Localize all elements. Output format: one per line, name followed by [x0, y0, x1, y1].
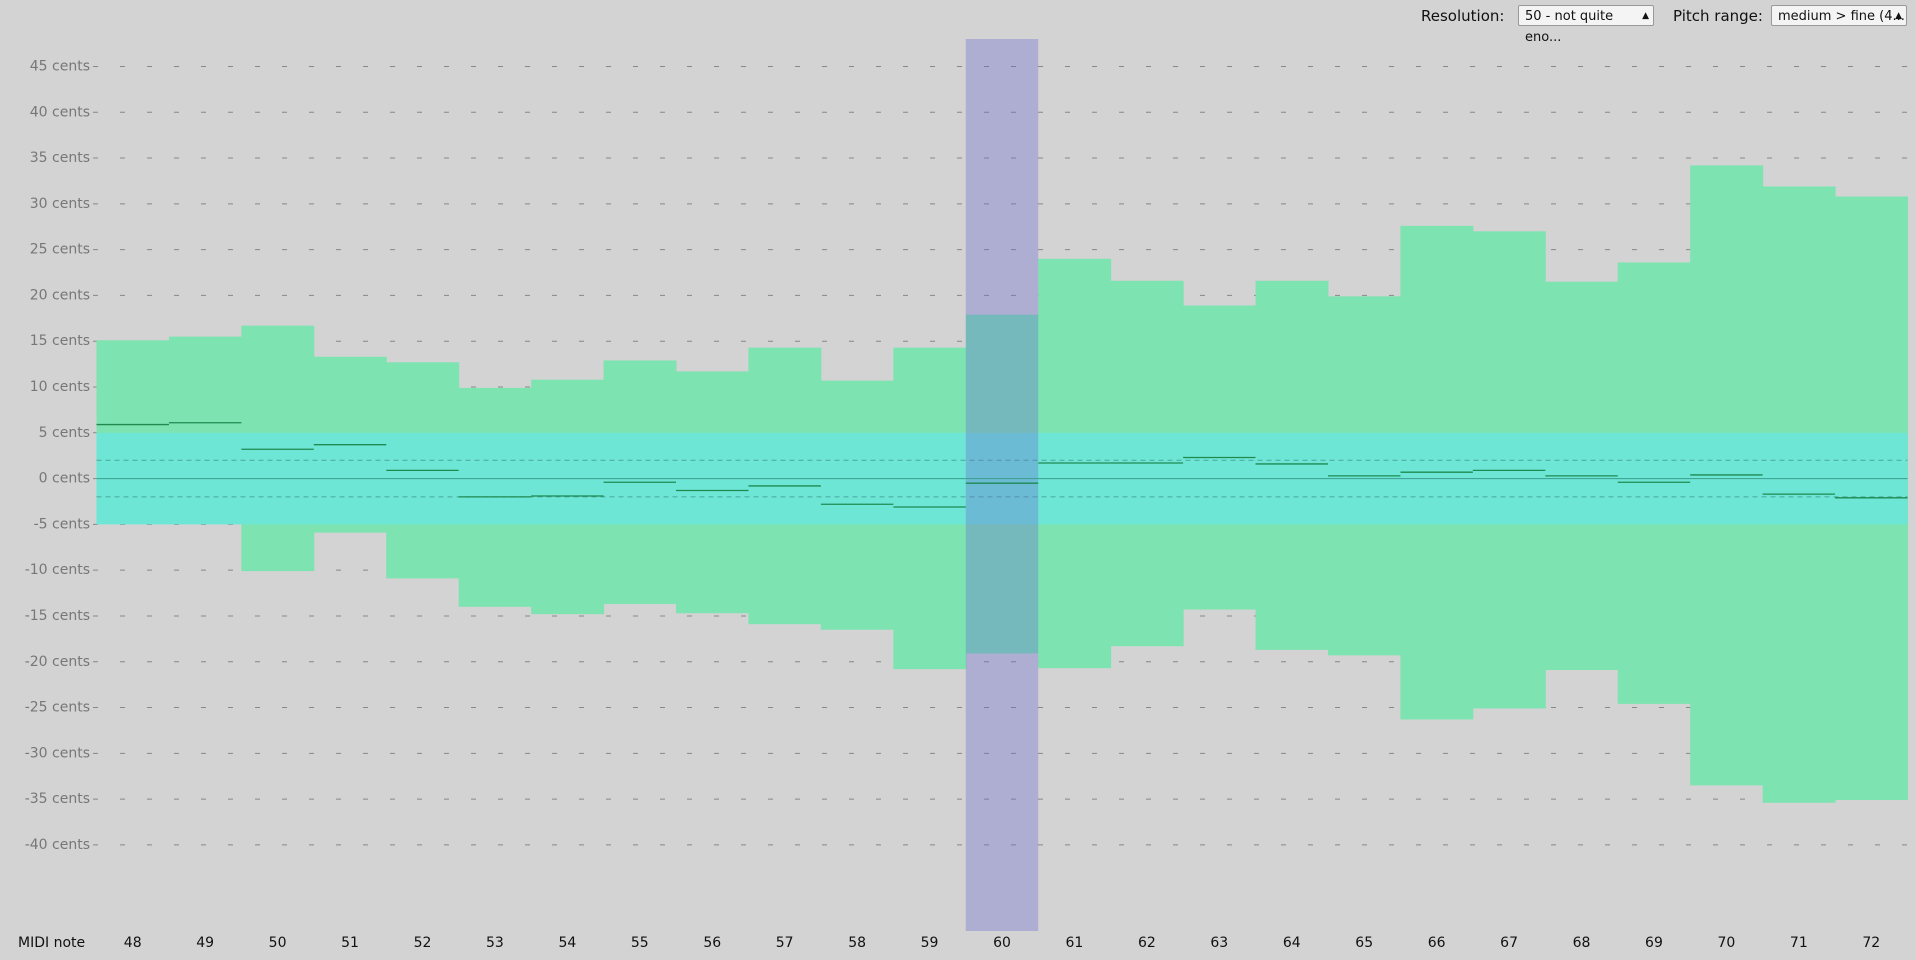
- y-tick-label: -5 cents: [34, 516, 90, 532]
- resolution-label: Resolution:: [1421, 7, 1505, 25]
- x-tick-label: 65: [1355, 935, 1373, 951]
- x-tick-label: 62: [1138, 935, 1156, 951]
- select-arrow: ▲: [1642, 11, 1649, 21]
- x-tick-label: 49: [196, 935, 214, 951]
- x-tick-label: 68: [1573, 935, 1591, 951]
- x-tick-label: 56: [703, 935, 721, 951]
- y-tick-label: -35 cents: [25, 791, 90, 807]
- y-tick-label: 5 cents: [39, 425, 90, 441]
- resolution-select[interactable]: 50 - not quite eno... ▲: [1518, 5, 1654, 45]
- y-tick-label: 0 cents: [39, 471, 90, 487]
- y-tick-label: 40 cents: [30, 104, 90, 120]
- x-tick-label: 55: [631, 935, 649, 951]
- x-tick-label: 59: [921, 935, 939, 951]
- selected-column: [965, 39, 1039, 931]
- x-tick-label: 61: [1066, 935, 1084, 951]
- toolbar: Resolution: 50 - not quite eno... ▲ Pitch…: [0, 0, 1916, 45]
- y-tick-label: 30 cents: [30, 196, 90, 212]
- y-tick-label: -40 cents: [25, 837, 90, 853]
- x-tick-label: 60: [993, 935, 1011, 951]
- select-arrow: ▲: [1895, 11, 1902, 21]
- y-tick-label: 15 cents: [30, 333, 90, 349]
- x-tick-label: 69: [1645, 935, 1663, 951]
- pitch-range-select[interactable]: medium > fine (4... ▲: [1771, 5, 1907, 26]
- y-tick-label: 10 cents: [30, 379, 90, 395]
- pitch-range-label: Pitch range:: [1673, 7, 1763, 25]
- x-tick-label: 66: [1428, 935, 1446, 951]
- x-tick-label: 63: [1210, 935, 1228, 951]
- resolution-value: 50 - not quite eno...: [1525, 9, 1614, 45]
- x-tick-label: 70: [1717, 935, 1735, 951]
- x-axis-label: MIDI note: [18, 935, 85, 951]
- x-tick-label: 52: [414, 935, 432, 951]
- y-tick-label: -10 cents: [25, 562, 90, 578]
- x-tick-label: 48: [124, 935, 142, 951]
- y-tick-label: 20 cents: [30, 287, 90, 303]
- x-tick-label: 67: [1500, 935, 1518, 951]
- pitch-range-value: medium > fine (4...: [1778, 9, 1905, 24]
- x-tick-label: 58: [848, 935, 866, 951]
- x-tick-label: 71: [1790, 935, 1808, 951]
- y-tick-label: -30 cents: [25, 745, 90, 761]
- y-tick-label: -15 cents: [25, 608, 90, 624]
- x-tick-label: 64: [1283, 935, 1301, 951]
- x-tick-label: 50: [269, 935, 287, 951]
- y-tick-label: -25 cents: [25, 700, 90, 716]
- x-tick-label: 53: [486, 935, 504, 951]
- x-tick-label: 54: [558, 935, 576, 951]
- y-tick-label: 25 cents: [30, 242, 90, 258]
- x-tick-label: 51: [341, 935, 359, 951]
- x-tick-label: 57: [776, 935, 794, 951]
- x-tick-label: 72: [1862, 935, 1880, 951]
- y-tick-label: 35 cents: [30, 150, 90, 166]
- y-tick-label: 45 cents: [30, 58, 90, 74]
- y-tick-label: -20 cents: [25, 654, 90, 670]
